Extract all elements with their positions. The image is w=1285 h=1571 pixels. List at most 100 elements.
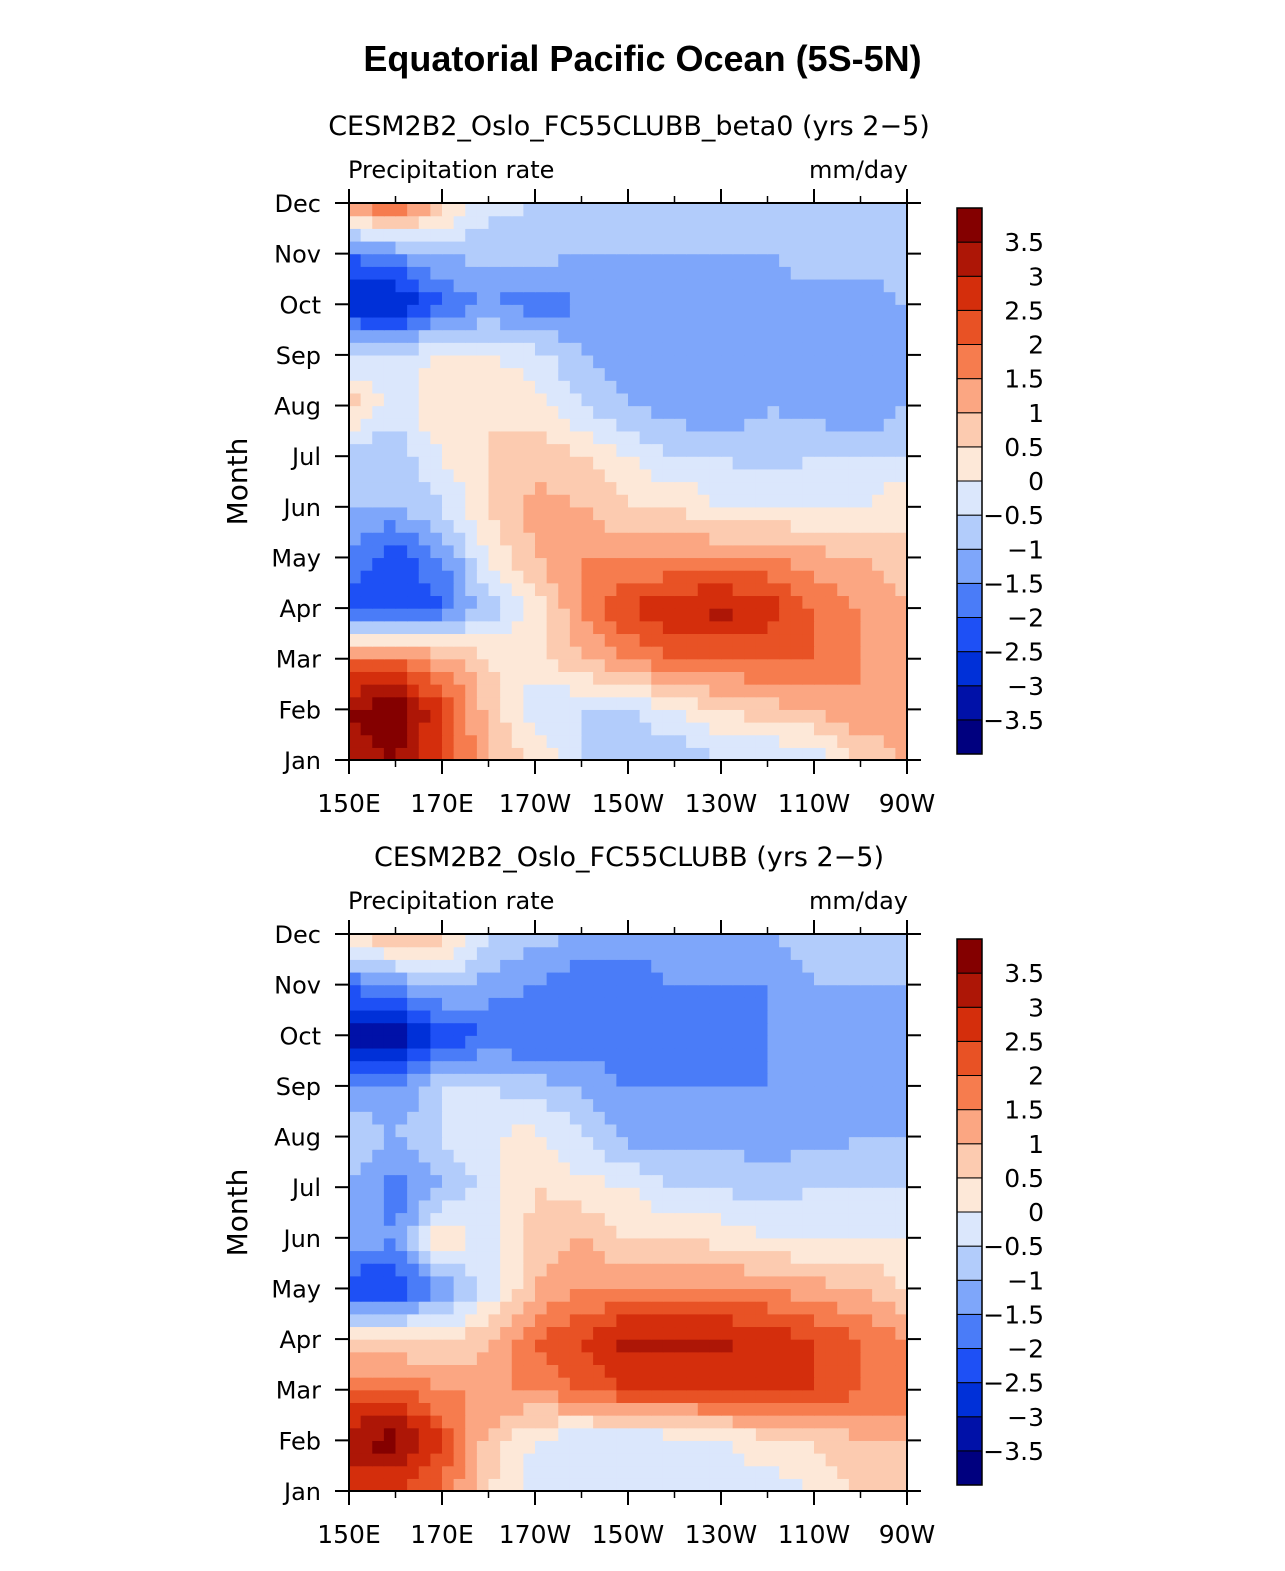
field-cell xyxy=(709,620,722,635)
field-cell xyxy=(372,1123,385,1138)
field-cell xyxy=(755,1415,769,1429)
field-cell xyxy=(755,291,769,305)
field-cell xyxy=(790,494,803,508)
field-cell xyxy=(802,329,815,343)
field-cell xyxy=(686,456,699,470)
field-cell xyxy=(628,506,641,521)
field-cell xyxy=(767,934,780,948)
field-cell xyxy=(802,595,815,609)
colorbar-label: 1 xyxy=(1028,399,1044,428)
field-cell xyxy=(500,418,513,432)
field-cell xyxy=(697,506,710,521)
field-cell xyxy=(593,506,606,521)
field-cell xyxy=(569,532,583,546)
field-cell xyxy=(488,1199,501,1214)
field-cell xyxy=(546,253,559,267)
field-cell xyxy=(511,747,524,761)
field-cell xyxy=(744,747,757,761)
field-cell xyxy=(546,959,559,973)
field-cell xyxy=(883,203,896,217)
field-cell xyxy=(872,684,885,698)
field-cell xyxy=(349,1351,362,1366)
field-cell xyxy=(604,747,617,761)
field-cell xyxy=(721,266,734,280)
field-cell xyxy=(686,544,699,559)
field-cell xyxy=(616,1047,629,1062)
field-cell xyxy=(372,959,385,973)
field-cell xyxy=(430,329,443,343)
field-cell xyxy=(546,418,559,432)
field-cell xyxy=(430,557,443,571)
field-cell xyxy=(790,1199,803,1214)
field-cell xyxy=(349,544,362,559)
field-cell xyxy=(790,456,803,470)
field-cell xyxy=(476,506,490,521)
field-cell xyxy=(686,1161,699,1176)
field-cell xyxy=(523,1339,536,1353)
field-cell xyxy=(721,494,734,508)
field-cell xyxy=(523,1275,536,1290)
field-cell xyxy=(883,1212,896,1226)
field-cell xyxy=(500,646,513,660)
field-cell xyxy=(662,1009,676,1024)
field-cell xyxy=(360,266,373,280)
field-cell xyxy=(453,456,466,470)
field-cell xyxy=(767,1237,780,1252)
field-cell xyxy=(802,278,815,293)
field-cell xyxy=(628,959,641,973)
field-cell xyxy=(465,1364,478,1378)
field-cell xyxy=(895,1060,908,1074)
field-cell xyxy=(465,494,478,508)
field-cell xyxy=(569,1339,583,1353)
field-cell xyxy=(500,1111,513,1125)
field-cell xyxy=(453,1351,466,1366)
field-cell xyxy=(569,1073,583,1087)
field-cell xyxy=(662,658,676,672)
field-cell xyxy=(523,1035,536,1049)
variable-label: Precipitation rate xyxy=(348,887,554,915)
field-cell xyxy=(732,215,745,229)
field-cell xyxy=(744,278,757,293)
field-cell xyxy=(883,1161,896,1176)
field-cell xyxy=(790,329,803,343)
field-cell xyxy=(604,1402,617,1416)
field-cell xyxy=(674,468,687,483)
field-cell xyxy=(860,456,873,470)
field-cell xyxy=(860,1288,873,1302)
field-cell xyxy=(814,971,827,986)
field-cell xyxy=(500,1478,513,1492)
field-cell xyxy=(581,984,594,998)
field-cell xyxy=(430,1009,443,1024)
field-cell xyxy=(825,494,838,508)
field-cell xyxy=(790,658,803,672)
field-cell xyxy=(860,1301,873,1315)
field-cell xyxy=(895,696,908,710)
field-cell xyxy=(604,266,617,280)
field-cell xyxy=(488,557,501,571)
field-cell xyxy=(662,620,676,635)
field-cell xyxy=(732,342,745,356)
field-cell xyxy=(604,316,617,331)
field-cell xyxy=(709,582,722,597)
field-cell xyxy=(848,1250,862,1264)
field-cell xyxy=(546,620,559,635)
field-cell xyxy=(686,696,699,710)
field-cell xyxy=(848,519,862,533)
field-cell xyxy=(662,367,676,381)
field-cell xyxy=(779,291,792,305)
field-cell xyxy=(837,1009,850,1024)
field-cell xyxy=(802,1275,815,1290)
field-cell xyxy=(755,506,769,521)
field-cell xyxy=(395,430,408,445)
field-cell xyxy=(581,608,594,622)
field-cell xyxy=(430,266,443,280)
field-cell xyxy=(790,430,803,445)
field-cell xyxy=(500,671,513,685)
field-cell xyxy=(767,1098,780,1112)
panel-top: CESM2B2_Oslo_FC55CLUBB_beta0 (yrs 2−5)Pr… xyxy=(221,111,1044,818)
field-cell xyxy=(372,1250,385,1264)
field-cell xyxy=(628,392,641,407)
field-cell xyxy=(593,203,606,217)
field-cell xyxy=(697,1149,710,1163)
field-cell xyxy=(802,1402,815,1416)
